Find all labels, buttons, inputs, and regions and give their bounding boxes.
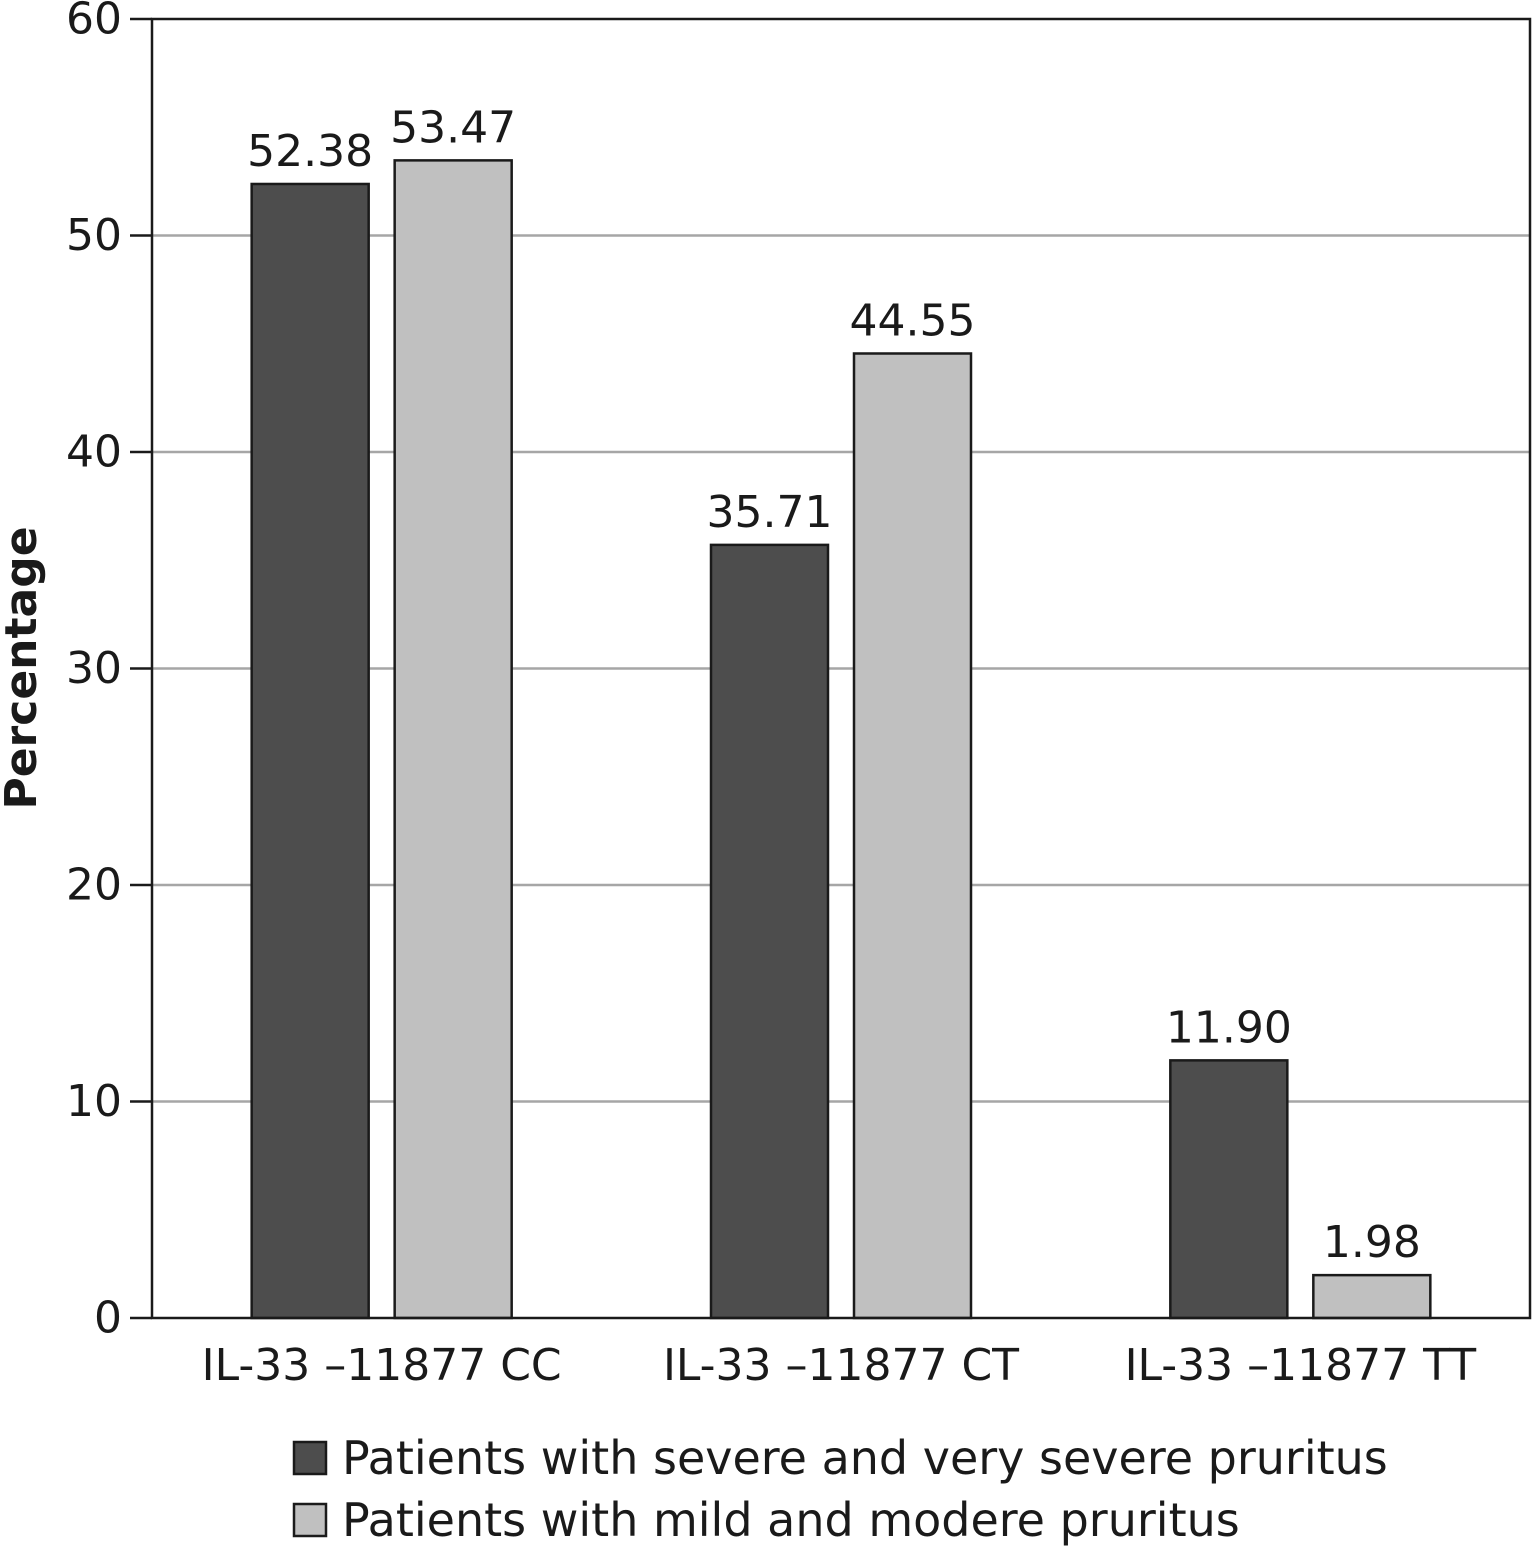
y-tick-label: 40 bbox=[66, 427, 122, 478]
bars bbox=[250, 159, 1432, 1320]
bar bbox=[250, 182, 370, 1320]
y-tick-label: 60 bbox=[66, 0, 122, 45]
y-tick-labels: 0 10 20 30 40 50 60 bbox=[66, 0, 122, 1344]
data-label: 53.47 bbox=[390, 102, 516, 153]
bar bbox=[393, 159, 513, 1320]
legend-swatch bbox=[292, 1502, 328, 1538]
data-label: 11.90 bbox=[1166, 1002, 1292, 1053]
legend: Patients with severe and very severe pru… bbox=[292, 1431, 1388, 1547]
y-axis-title: Percentage bbox=[0, 526, 47, 809]
bar bbox=[709, 543, 830, 1320]
plot-frame bbox=[150, 17, 1532, 1320]
gridlines bbox=[152, 234, 1530, 1103]
y-tick-label: 0 bbox=[94, 1293, 122, 1344]
y-tick-label: 30 bbox=[66, 643, 122, 694]
y-tick-label: 20 bbox=[66, 860, 122, 911]
bar bbox=[1169, 1059, 1289, 1320]
data-label: 44.55 bbox=[850, 295, 976, 346]
data-label: 1.98 bbox=[1323, 1217, 1421, 1268]
axes bbox=[130, 17, 1532, 1320]
legend-label: Patients with mild and modere pruritus bbox=[342, 1493, 1240, 1547]
x-category-labels: IL-33 –11877 CC IL-33 –11877 CT IL-33 –118… bbox=[202, 1340, 1477, 1391]
bar bbox=[1312, 1273, 1432, 1320]
x-category-label: IL-33 –11877 CC bbox=[202, 1340, 562, 1391]
x-category-label: IL-33 –11877 TT bbox=[1125, 1340, 1477, 1391]
bar bbox=[852, 352, 973, 1320]
x-category-label: IL-33 –11877 CT bbox=[663, 1340, 1019, 1391]
legend-label: Patients with severe and very severe pru… bbox=[342, 1431, 1388, 1485]
y-tick-label: 10 bbox=[66, 1076, 122, 1127]
data-labels: 52.38 53.47 35.71 44.55 11.90 1.98 bbox=[247, 102, 1421, 1268]
data-label: 52.38 bbox=[247, 126, 373, 177]
y-tick-label: 50 bbox=[66, 210, 122, 261]
data-label: 35.71 bbox=[707, 487, 833, 538]
legend-swatch bbox=[292, 1440, 328, 1476]
